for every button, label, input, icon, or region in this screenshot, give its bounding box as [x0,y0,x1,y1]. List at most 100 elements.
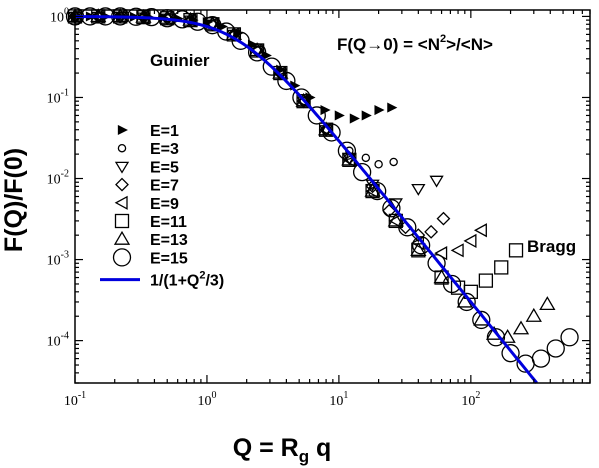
legend-item: E=15 [112,248,188,267]
data-point [442,274,462,294]
data-point [560,328,579,347]
data-point [525,307,542,322]
legend-label: E=7 [150,178,179,195]
legend-item: E=9 [114,195,179,213]
legend-marker [113,230,131,245]
data-point [478,273,494,288]
data-point [374,159,383,169]
data-point [457,292,476,312]
data-point [411,236,431,255]
y-tick-label: 10-2 [47,169,69,188]
legend-label-fit: 1/(1+Q2/3) [150,270,224,290]
legend-item: E=11 [114,213,187,231]
legend-item-fit: 1/(1+Q2/3) [100,270,224,290]
y-tick-label: 100 [50,6,69,25]
data-point [334,110,345,121]
plot-area [65,7,579,384]
annotation-bragg: Bragg [527,237,576,256]
legend-marker [115,177,129,192]
data-point [463,233,477,248]
data-point [387,102,398,113]
data-point [277,71,296,91]
legend-label: E=1 [150,123,179,140]
legend-item: E=1 [117,123,179,140]
data-point [434,246,448,261]
y-tick-label: 10-1 [47,87,69,106]
data-point [337,141,357,160]
data-point [424,224,439,239]
x-tick-label: 100 [197,390,216,409]
annotation-formula: F(Q→0) = <N2>/<N> [337,33,493,54]
legend-label: E=15 [150,250,188,267]
legend-item: E=13 [113,230,188,249]
data-point [433,269,450,284]
data-point [159,9,176,24]
data-point [472,310,491,330]
data-point [501,344,520,363]
legend-label: E=11 [150,214,187,231]
data-point [494,260,509,275]
x-axis-label: Q = Rg q [233,434,332,466]
annotations: Guinier Bragg F(Q→0) = <N2>/<N> Q = Rg q… [0,33,576,466]
data-point [508,243,524,258]
legend-marker [114,195,128,210]
data-point [427,254,446,273]
data-point [450,243,464,258]
legend-marker [112,248,132,267]
data-point [368,181,387,201]
data-point [539,296,556,311]
data-point [159,11,173,26]
legend-item: E=7 [115,177,179,195]
legend-label: E=13 [150,232,188,249]
data-point [429,175,444,188]
legend-item: E=3 [117,141,179,158]
data-point [352,162,372,182]
data-point [410,242,427,256]
data-point [307,106,326,125]
series-e-13 [66,8,556,343]
series-e-15 [65,7,579,373]
data-point [262,57,281,76]
y-tick-label: 10-4 [47,331,69,350]
legend-marker [117,143,127,153]
legend-item: E=5 [114,159,179,176]
data-point [546,339,565,358]
x-tick-label: 10-1 [64,390,86,409]
data-point [387,212,404,227]
data-point [473,223,487,238]
legend-label: E=3 [150,141,179,158]
x-tick-label: 102 [461,390,480,409]
data-point [486,328,506,347]
legend-label: E=5 [150,159,179,176]
legend-marker [114,213,130,229]
data-point [531,349,551,368]
data-point [349,113,360,124]
data-point [361,110,372,121]
series-e-11 [67,9,524,299]
data-point [292,88,311,107]
y-tick-label: 10-3 [47,250,69,269]
data-point [365,183,379,199]
x-tick-label: 101 [329,390,348,409]
y-axis-label: F(Q)/F(0) [0,148,28,252]
data-point [389,157,398,167]
data-point [112,8,129,23]
data-point [231,31,250,50]
annotation-guinier: Guinier [150,51,210,70]
data-point [382,199,401,218]
data-point [361,153,371,163]
data-point [411,183,426,196]
data-point [398,218,417,237]
data-point [374,104,385,116]
legend: E=1E=3E=5 E=7E=9E=11E=13E=15 1/(1+Q2/3) [100,123,224,290]
fit-curve [74,15,538,384]
data-point [247,43,267,62]
data-point [322,123,341,142]
axes: 10-1 100 101 102 10-4 10-3 10-2 10-1 100 [47,6,591,409]
legend-marker [117,124,128,136]
data-point [512,320,530,335]
data-point [436,211,451,226]
legend-label: E=9 [150,196,179,213]
legend-marker [114,161,130,174]
